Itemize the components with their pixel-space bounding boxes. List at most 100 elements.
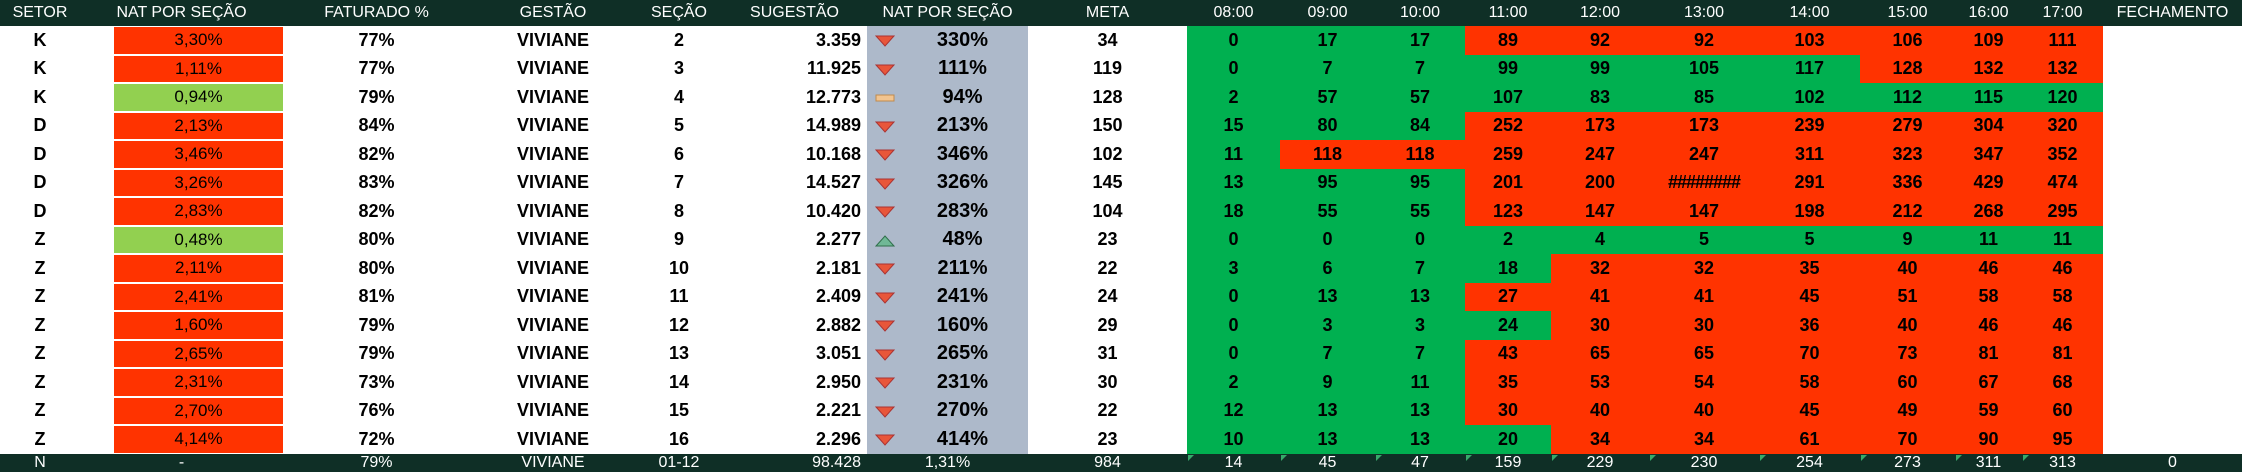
cell-hour[interactable]: 336 bbox=[1860, 168, 1955, 197]
cell-meta[interactable]: 24 bbox=[1097, 286, 1118, 307]
cell-hour[interactable]: 474 bbox=[2022, 168, 2103, 197]
cell-hour[interactable]: 4 bbox=[1551, 225, 1649, 254]
cell-sugestao[interactable]: 10.168 bbox=[805, 143, 861, 164]
cell-hour[interactable]: 115 bbox=[1955, 83, 2022, 112]
cell-nat-percent[interactable]: 111% bbox=[867, 54, 1028, 83]
cell-hour[interactable]: 247 bbox=[1649, 140, 1759, 169]
total-meta[interactable]: 984 bbox=[1028, 453, 1187, 472]
total-fechamento[interactable]: 0 bbox=[2103, 453, 2242, 472]
cell-hour[interactable]: 7 bbox=[1280, 339, 1375, 368]
cell-nat-percent[interactable]: 270% bbox=[867, 396, 1028, 425]
cell-sugestao[interactable]: 2.221 bbox=[815, 400, 861, 421]
cell-hour[interactable]: 61 bbox=[1759, 425, 1860, 454]
cell-hour[interactable]: 173 bbox=[1649, 111, 1759, 140]
cell-hour[interactable]: 118 bbox=[1375, 140, 1465, 169]
cell-hour[interactable]: 0 bbox=[1187, 311, 1280, 340]
header-cell[interactable]: 12:00 bbox=[1551, 0, 1649, 26]
cell-sugestao[interactable]: 12.773 bbox=[805, 86, 861, 107]
cell-hour[interactable]: 35 bbox=[1465, 368, 1551, 397]
cell-hour[interactable]: 46 bbox=[1955, 311, 2022, 340]
cell-hour[interactable]: 30 bbox=[1551, 311, 1649, 340]
cell-secao[interactable]: 3 bbox=[673, 58, 684, 79]
cell-hour[interactable]: 35 bbox=[1759, 254, 1860, 283]
cell-hour[interactable]: 11 bbox=[1375, 368, 1465, 397]
cell-hour[interactable]: 320 bbox=[2022, 111, 2103, 140]
cell-hour[interactable]: 90 bbox=[1955, 425, 2022, 454]
cell-hour[interactable]: 13 bbox=[1280, 396, 1375, 425]
cell-hour[interactable]: 13 bbox=[1187, 168, 1280, 197]
cell-secao[interactable]: 14 bbox=[668, 371, 690, 392]
cell-hour[interactable]: 147 bbox=[1551, 197, 1649, 226]
cell-setor[interactable]: Z bbox=[34, 286, 46, 307]
cell-nat-por-secao[interactable]: 2,31% bbox=[114, 369, 283, 396]
cell-sugestao[interactable]: 14.989 bbox=[805, 115, 861, 136]
cell-hour[interactable]: 268 bbox=[1955, 197, 2022, 226]
cell-hour[interactable]: 9 bbox=[1280, 368, 1375, 397]
cell-hour[interactable]: 198 bbox=[1759, 197, 1860, 226]
cell-hour[interactable]: 291 bbox=[1759, 168, 1860, 197]
cell-hour[interactable]: 95 bbox=[2022, 425, 2103, 454]
cell-meta[interactable]: 29 bbox=[1097, 314, 1118, 335]
cell-hour[interactable]: 0 bbox=[1187, 282, 1280, 311]
cell-nat-por-secao[interactable]: 3,26% bbox=[114, 169, 283, 196]
cell-nat-percent[interactable]: 414% bbox=[867, 425, 1028, 454]
cell-faturado[interactable]: 84% bbox=[358, 115, 395, 136]
header-cell[interactable]: 16:00 bbox=[1955, 0, 2022, 26]
cell-hour[interactable]: 34 bbox=[1649, 425, 1759, 454]
cell-gestao[interactable]: VIVIANE bbox=[516, 143, 590, 164]
cell-hour[interactable]: 13 bbox=[1375, 282, 1465, 311]
cell-hour[interactable]: 84 bbox=[1375, 111, 1465, 140]
cell-sugestao[interactable]: 3.051 bbox=[815, 343, 861, 364]
cell-nat-por-secao[interactable]: 3,46% bbox=[114, 141, 283, 168]
cell-hour[interactable]: 11 bbox=[1955, 225, 2022, 254]
cell-nat-por-secao[interactable]: 2,83% bbox=[114, 198, 283, 225]
cell-nat-percent[interactable]: 211% bbox=[867, 254, 1028, 283]
cell-hour[interactable]: 429 bbox=[1955, 168, 2022, 197]
header-cell[interactable]: META bbox=[1028, 0, 1187, 26]
cell-hour[interactable]: 95 bbox=[1375, 168, 1465, 197]
total-nat-percent[interactable]: 1,31% bbox=[867, 453, 1028, 472]
cell-secao[interactable]: 6 bbox=[673, 143, 684, 164]
cell-faturado[interactable]: 79% bbox=[358, 343, 395, 364]
cell-hour[interactable]: 13 bbox=[1280, 282, 1375, 311]
total-hour[interactable]: 273 bbox=[1860, 453, 1955, 472]
cell-hour[interactable]: 67 bbox=[1955, 368, 2022, 397]
cell-hour[interactable]: 123 bbox=[1465, 197, 1551, 226]
cell-hour[interactable]: 58 bbox=[1759, 368, 1860, 397]
cell-setor[interactable]: Z bbox=[34, 400, 46, 421]
cell-hour[interactable]: 83 bbox=[1551, 83, 1649, 112]
cell-gestao[interactable]: VIVIANE bbox=[516, 428, 590, 449]
cell-sugestao[interactable]: 11.925 bbox=[806, 58, 861, 79]
total-setor[interactable]: N bbox=[0, 453, 80, 472]
cell-setor[interactable]: K bbox=[33, 58, 47, 79]
header-cell[interactable]: 13:00 bbox=[1649, 0, 1759, 26]
cell-hour[interactable]: 49 bbox=[1860, 396, 1955, 425]
cell-hour[interactable]: 11 bbox=[2022, 225, 2103, 254]
cell-gestao[interactable]: VIVIANE bbox=[516, 343, 590, 364]
cell-hour[interactable]: 102 bbox=[1759, 83, 1860, 112]
cell-hour[interactable]: 259 bbox=[1465, 140, 1551, 169]
cell-meta[interactable]: 31 bbox=[1097, 343, 1118, 364]
cell-nat-percent[interactable]: 213% bbox=[867, 111, 1028, 140]
cell-hour[interactable]: 55 bbox=[1280, 197, 1375, 226]
total-hour[interactable]: 45 bbox=[1280, 453, 1375, 472]
cell-meta[interactable]: 150 bbox=[1092, 115, 1123, 136]
cell-hour[interactable]: 2 bbox=[1187, 83, 1280, 112]
cell-nat-por-secao[interactable]: 2,70% bbox=[114, 397, 283, 424]
cell-faturado[interactable]: 72% bbox=[358, 428, 395, 449]
cell-hour[interactable]: 17 bbox=[1280, 26, 1375, 55]
cell-hour[interactable]: 57 bbox=[1280, 83, 1375, 112]
cell-hour[interactable]: 7 bbox=[1375, 339, 1465, 368]
cell-secao[interactable]: 7 bbox=[673, 172, 684, 193]
cell-hour[interactable]: 13 bbox=[1375, 396, 1465, 425]
cell-hour[interactable]: 36 bbox=[1759, 311, 1860, 340]
cell-hour[interactable]: 92 bbox=[1649, 26, 1759, 55]
header-cell[interactable]: NAT POR SEÇÃO bbox=[80, 0, 283, 26]
cell-nat-percent[interactable]: 283% bbox=[867, 197, 1028, 226]
cell-hour[interactable]: 99 bbox=[1551, 54, 1649, 83]
cell-hour[interactable]: 0 bbox=[1187, 54, 1280, 83]
cell-hour[interactable]: 73 bbox=[1860, 339, 1955, 368]
cell-hour[interactable]: 40 bbox=[1551, 396, 1649, 425]
cell-meta[interactable]: 145 bbox=[1092, 172, 1123, 193]
total-hour[interactable]: 159 bbox=[1465, 453, 1551, 472]
